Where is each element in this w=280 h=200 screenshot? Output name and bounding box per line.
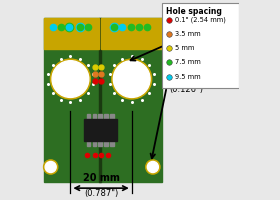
Bar (44, 18, 162, 182)
Bar (110, 141, 113, 146)
Circle shape (112, 59, 152, 99)
Bar (93, 114, 96, 119)
Text: (0.126"): (0.126") (170, 85, 204, 94)
FancyBboxPatch shape (162, 3, 239, 88)
Bar (87, 141, 90, 146)
Circle shape (147, 161, 158, 173)
Text: Hole spacing: Hole spacing (166, 7, 221, 16)
Bar (87, 114, 90, 119)
Bar (93, 141, 96, 146)
Bar (99, 114, 102, 119)
Circle shape (50, 59, 90, 99)
Text: 20 mm: 20 mm (83, 173, 120, 183)
Bar (104, 141, 108, 146)
Bar (101, 18, 162, 49)
Text: 9.5 mm: 9.5 mm (175, 74, 200, 80)
Text: 7.5 mm: 7.5 mm (175, 59, 200, 65)
Circle shape (45, 161, 56, 173)
Bar (104, 114, 108, 119)
Bar (99, 141, 102, 146)
Circle shape (146, 160, 160, 174)
Text: (0.787"): (0.787") (84, 189, 118, 198)
Circle shape (44, 160, 58, 174)
Text: Ø  3.2 mm: Ø 3.2 mm (167, 79, 218, 88)
Circle shape (52, 61, 89, 97)
Bar (84, 119, 117, 141)
Text: 3.5 mm: 3.5 mm (175, 31, 200, 37)
Text: 5 mm: 5 mm (175, 45, 194, 51)
Text: 0.1" (2.54 mm): 0.1" (2.54 mm) (175, 17, 225, 23)
Text: Ø  8.4 mm: Ø 8.4 mm (167, 37, 219, 46)
Bar (99, 18, 101, 182)
Text: (0.331"): (0.331") (170, 43, 204, 52)
Circle shape (113, 61, 150, 97)
Bar (44, 18, 99, 49)
Bar (110, 114, 113, 119)
